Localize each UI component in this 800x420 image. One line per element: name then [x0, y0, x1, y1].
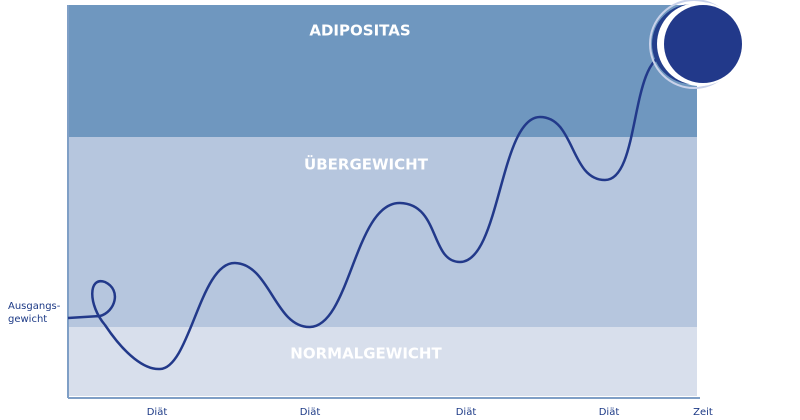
start-label: Ausgangs-: [8, 301, 61, 312]
overweight-zone: [68, 137, 697, 327]
zone-label: ADIPOSITAS: [309, 22, 410, 40]
zone-label: ÜBERGEWICHT: [304, 155, 429, 174]
zone-label: NORMALGEWICHT: [290, 345, 442, 363]
x-axis-label: Zeit: [693, 407, 713, 418]
diet-label: Diät: [599, 407, 620, 418]
diet-label: Diät: [147, 407, 168, 418]
diet-label: Diät: [300, 407, 321, 418]
ball: [649, 0, 742, 89]
start-label: gewicht: [8, 314, 47, 325]
weight-curve: [67, 53, 666, 371]
obese-zone: [68, 5, 697, 137]
diet-label: Diät: [456, 407, 477, 418]
